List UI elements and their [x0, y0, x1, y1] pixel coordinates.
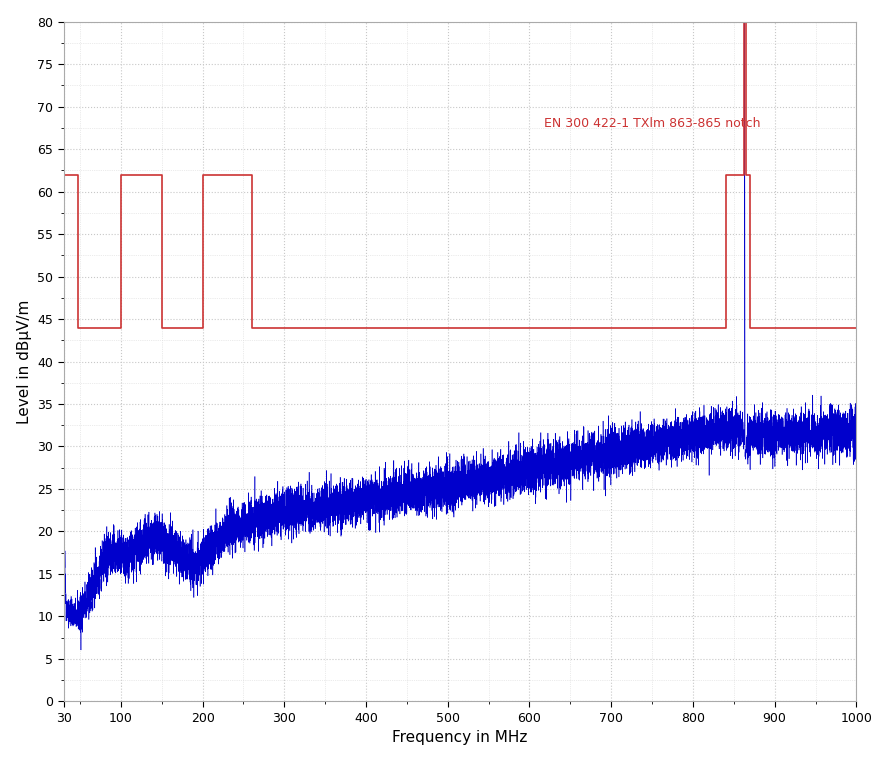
- X-axis label: Frequency in MHz: Frequency in MHz: [392, 730, 528, 745]
- Text: EN 300 422-1 TXlm 863-865 notch: EN 300 422-1 TXlm 863-865 notch: [544, 117, 761, 130]
- Y-axis label: Level in dBμV/m: Level in dBμV/m: [17, 299, 32, 424]
